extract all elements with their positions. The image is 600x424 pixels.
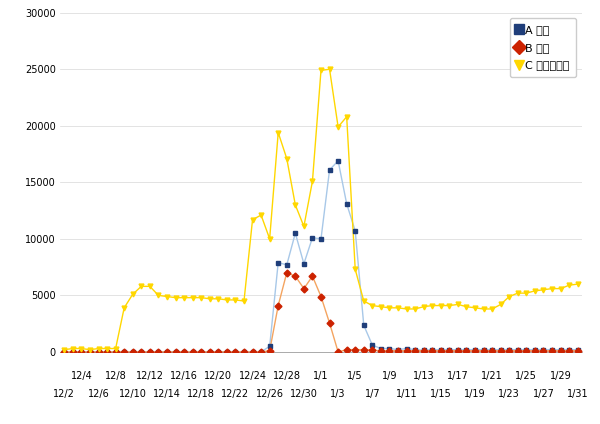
Text: 12/4: 12/4	[71, 371, 92, 381]
Text: 12/2: 12/2	[53, 389, 75, 399]
Text: 12/14: 12/14	[153, 389, 181, 399]
Text: 12/8: 12/8	[105, 371, 127, 381]
Text: 12/12: 12/12	[136, 371, 164, 381]
Text: 12/20: 12/20	[205, 371, 232, 381]
Text: 1/3: 1/3	[331, 389, 346, 399]
Text: 1/1: 1/1	[313, 371, 329, 381]
Text: 1/19: 1/19	[464, 389, 486, 399]
Text: 1/9: 1/9	[382, 371, 397, 381]
Text: 1/27: 1/27	[533, 389, 554, 399]
Text: 12/10: 12/10	[119, 389, 146, 399]
Text: 1/13: 1/13	[413, 371, 434, 381]
Text: 12/22: 12/22	[221, 389, 250, 399]
Text: 1/7: 1/7	[365, 389, 380, 399]
Text: 12/18: 12/18	[187, 389, 215, 399]
Text: 1/17: 1/17	[447, 371, 469, 381]
Text: 1/5: 1/5	[347, 371, 363, 381]
Text: 1/23: 1/23	[499, 389, 520, 399]
Text: 1/31: 1/31	[567, 389, 589, 399]
Text: 12/26: 12/26	[256, 389, 284, 399]
Text: 12/6: 12/6	[88, 389, 109, 399]
Legend: A 大学, B 大学, C プロバイダ: A 大学, B 大学, C プロバイダ	[510, 18, 577, 77]
Text: 1/29: 1/29	[550, 371, 571, 381]
Text: 12/28: 12/28	[273, 371, 301, 381]
Text: 1/11: 1/11	[396, 389, 418, 399]
Text: 12/30: 12/30	[290, 389, 318, 399]
Text: 1/21: 1/21	[481, 371, 503, 381]
Text: 1/25: 1/25	[515, 371, 538, 381]
Text: 1/15: 1/15	[430, 389, 452, 399]
Text: 12/16: 12/16	[170, 371, 198, 381]
Text: 12/24: 12/24	[239, 371, 266, 381]
